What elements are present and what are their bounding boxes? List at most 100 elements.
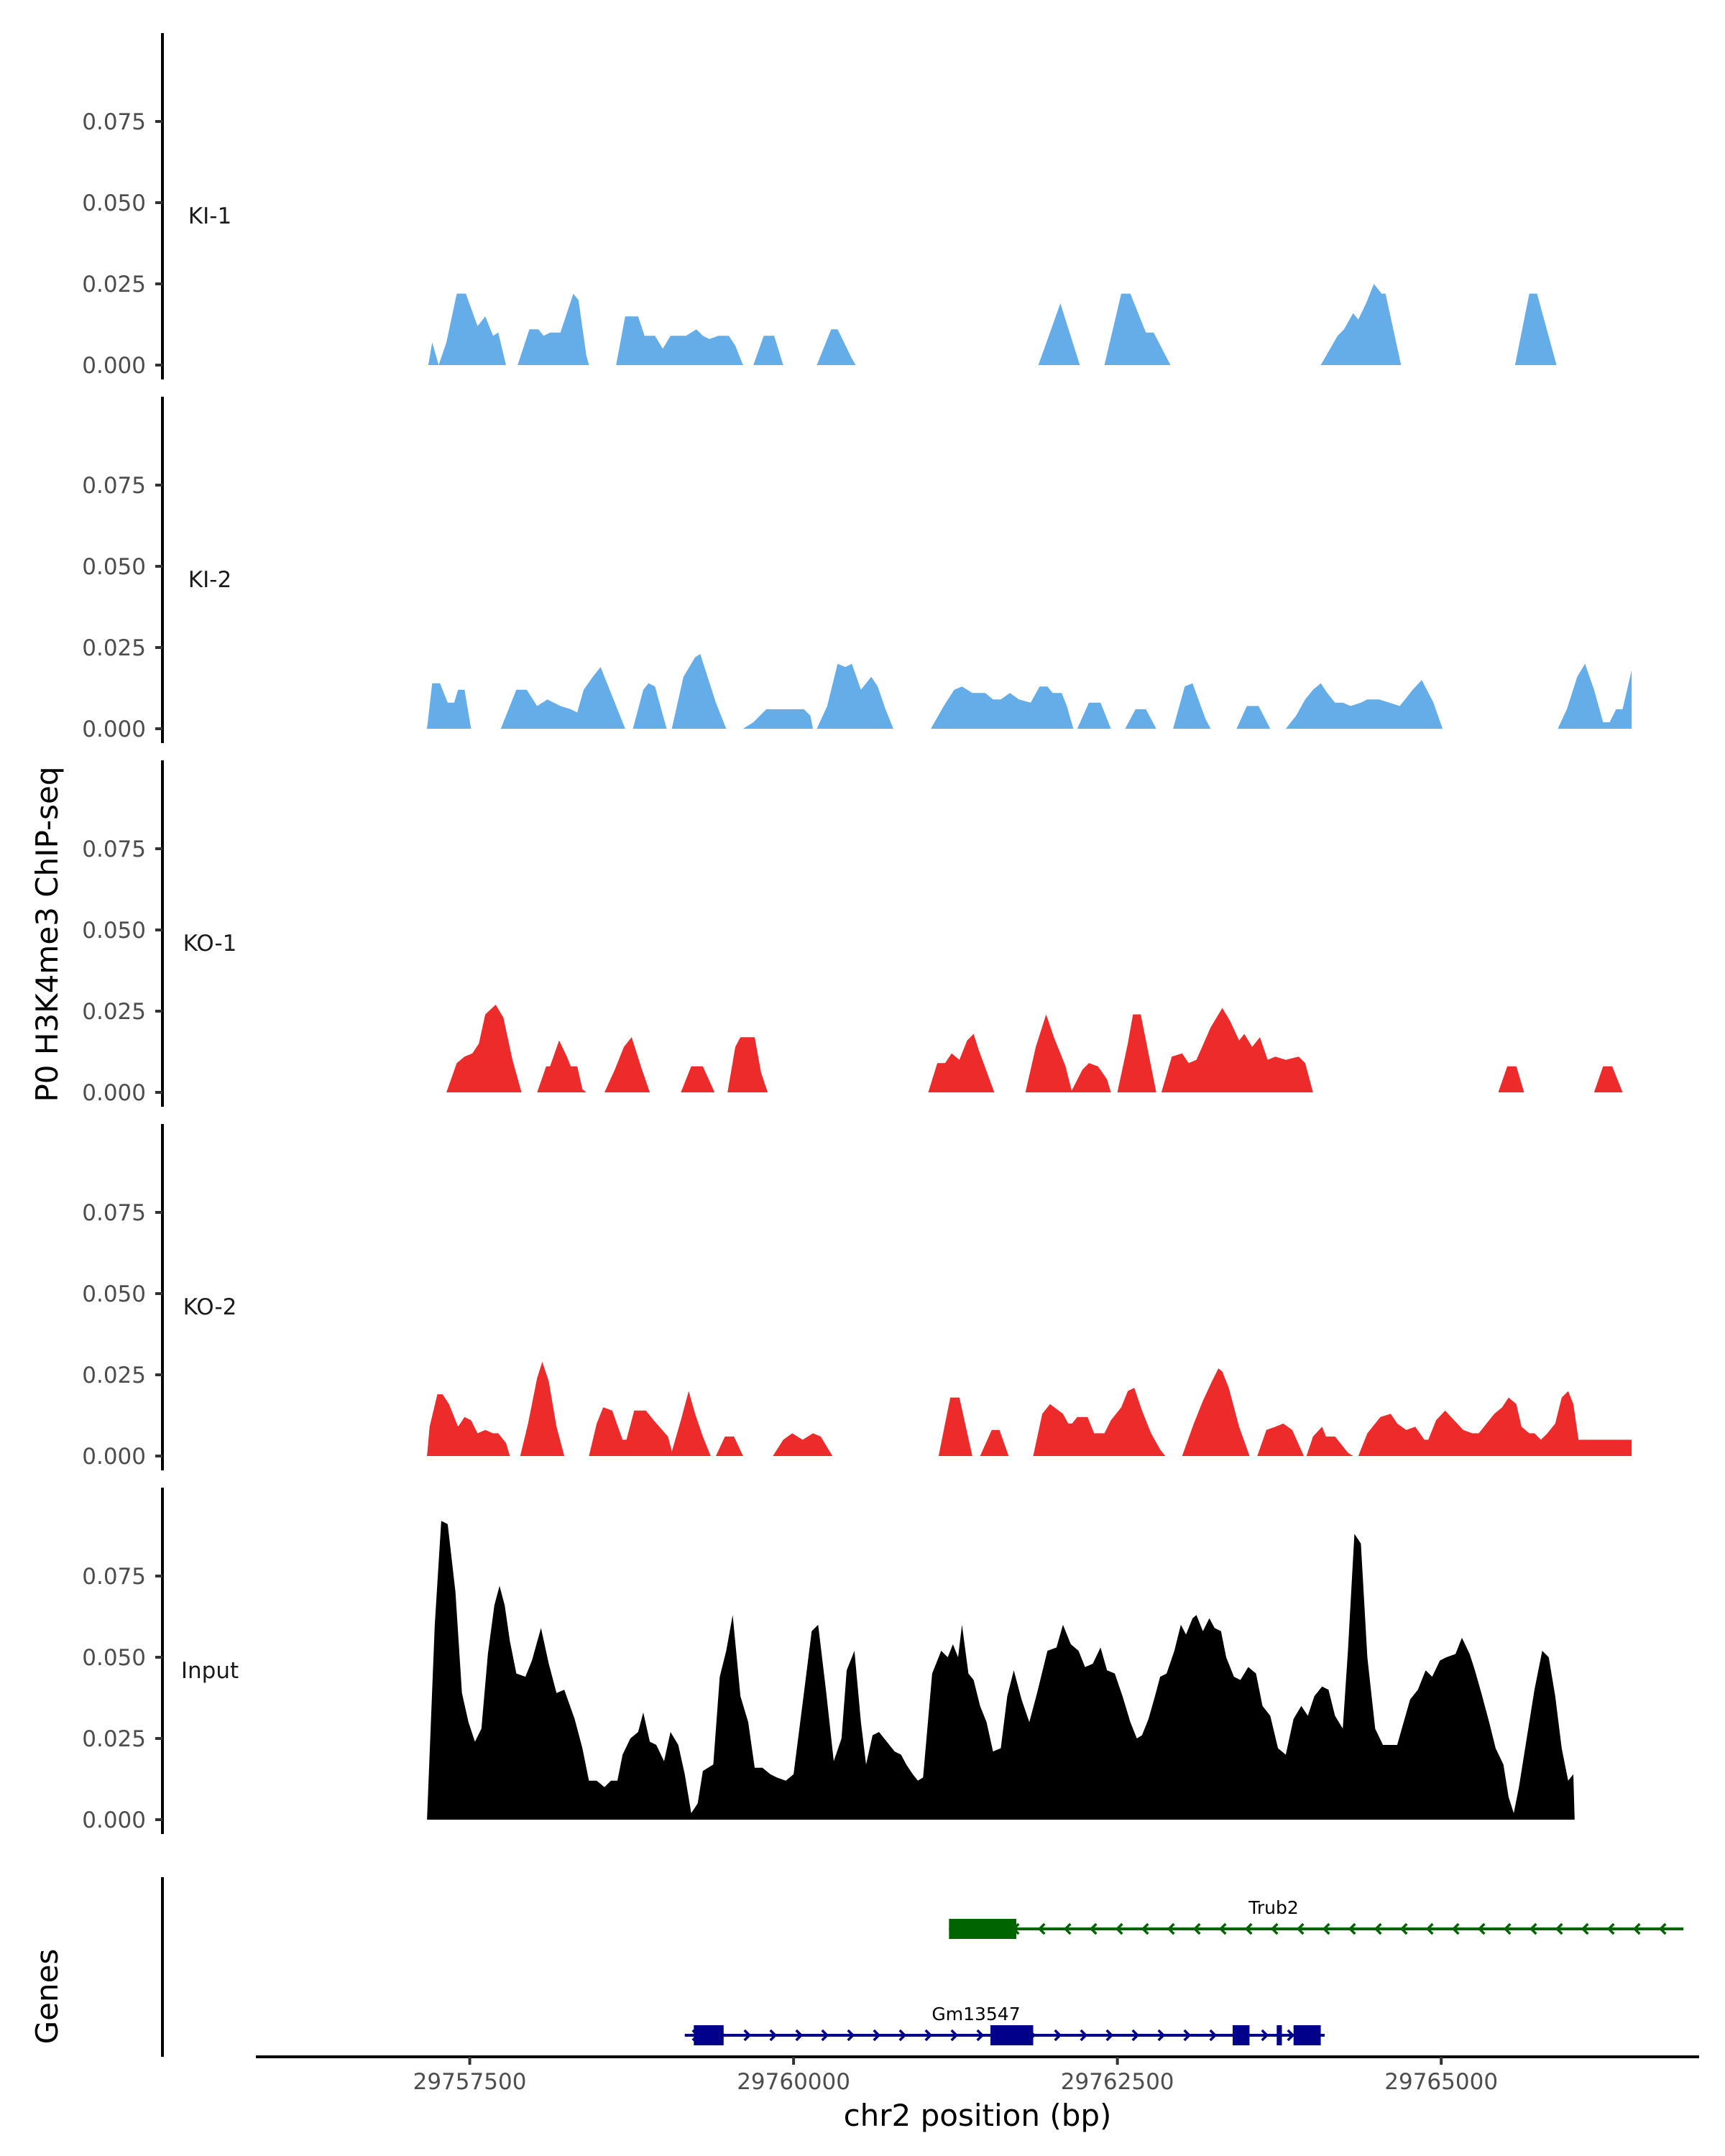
strand-chevron <box>847 2029 855 2042</box>
strand-chevron <box>1080 2029 1088 2042</box>
gene-trub2: Trub2 <box>949 1897 1684 1939</box>
y-tick-label: 0.075 <box>82 473 146 499</box>
exon <box>1276 2025 1282 2045</box>
y-tick-label: 0.025 <box>82 999 146 1025</box>
signal-peak <box>670 1391 711 1456</box>
signal-peak <box>753 336 783 365</box>
y-tick-label: 0.050 <box>82 918 146 944</box>
signal-peak <box>589 1407 673 1456</box>
signal-peak <box>1593 1066 1623 1092</box>
exon <box>1293 2025 1321 2045</box>
strand-chevron <box>1105 2029 1114 2042</box>
y-tick-label: 0.050 <box>82 1645 146 1671</box>
signal-peak <box>816 663 893 729</box>
strand-chevron <box>1296 1922 1305 1935</box>
strand-chevron <box>950 2029 959 2042</box>
exon <box>949 1919 1017 1939</box>
signal-peak <box>1182 1368 1250 1456</box>
track-ki-2: 0.000 0.025 0.050 0.075 KI-2 <box>82 397 1632 743</box>
y-tick-label: 0.050 <box>82 1281 146 1307</box>
y-tick-label: 0.025 <box>82 1363 146 1388</box>
signal-peak <box>1358 1391 1632 1456</box>
signal-peak <box>1117 1014 1156 1092</box>
signal-peak <box>928 1033 995 1092</box>
signal-peak <box>1285 680 1443 729</box>
strand-chevron <box>1374 1922 1382 1935</box>
signal-peak <box>1173 683 1211 729</box>
x-tick-label: 29760000 <box>737 2069 850 2095</box>
signal-peak <box>1320 284 1402 365</box>
signal-peak <box>427 683 472 729</box>
track-ko-1: 0.000 0.025 0.050 0.075 KO-1 <box>82 760 1623 1107</box>
signal-peak <box>446 1005 522 1092</box>
track-input: 0.000 0.025 0.050 0.075 Input <box>82 1488 1575 1834</box>
x-axis: 29757500 29760000 29762500 29765000 <box>256 2055 1699 2095</box>
signal-peak <box>1033 1388 1166 1456</box>
signal-peak <box>1236 706 1271 729</box>
strand-chevron <box>1632 1922 1641 1935</box>
strand-chevron <box>795 2029 804 2042</box>
signal-tracks: 0.0000.0250.0500.075KI-10.0000.0250.0500… <box>82 33 1632 1834</box>
signal-peak <box>632 683 667 729</box>
signal-peak <box>500 667 625 729</box>
signal-peak <box>742 709 814 729</box>
strand-chevron <box>743 2029 752 2042</box>
signal-peak <box>1104 293 1171 365</box>
strand-chevron <box>1261 2029 1269 2042</box>
x-axis-title: chr2 position (bp) <box>844 2098 1112 2133</box>
signal-peak <box>520 1361 565 1456</box>
strand-chevron <box>1131 2029 1140 2042</box>
y-tick-label: 0.000 <box>82 1807 146 1833</box>
signal-peak <box>1257 1423 1305 1456</box>
signal-peak <box>671 654 727 729</box>
y-tick-label: 0.025 <box>82 272 146 298</box>
strand-chevron <box>1115 1922 1123 1935</box>
track-label: KI-2 <box>188 567 231 593</box>
strand-chevron <box>1287 2029 1295 2042</box>
signal-peak <box>427 1394 510 1456</box>
track-ki-1: 0.000 0.025 0.050 0.075 KI-1 <box>82 33 1557 379</box>
signal-peak <box>1306 1427 1353 1456</box>
gene-label: Gm13547 <box>932 2004 1020 2024</box>
strand-chevron <box>1658 1922 1667 1935</box>
signal-peak <box>537 1040 586 1092</box>
strand-chevron <box>1503 1922 1512 1935</box>
y-tick-label: 0.075 <box>82 1564 146 1590</box>
exon <box>990 2025 1034 2045</box>
strand-chevron <box>1270 1922 1279 1935</box>
strand-chevron <box>976 2029 985 2042</box>
y-tick-label: 0.000 <box>82 1080 146 1106</box>
signal-peak <box>938 1397 972 1456</box>
strand-chevron <box>1399 1922 1408 1935</box>
strand-chevron <box>769 2029 778 2042</box>
track-label: KO-1 <box>183 931 237 957</box>
strand-chevron <box>1477 1922 1486 1935</box>
gene-gm13547: Gm13547 <box>684 2004 1325 2045</box>
signal-peak <box>727 1037 768 1092</box>
signal-peak <box>1161 1008 1313 1092</box>
strand-chevron <box>1089 1922 1098 1935</box>
y-tick-label: 0.025 <box>82 1726 146 1752</box>
y-tick-label: 0.075 <box>82 109 146 135</box>
strand-chevron <box>1167 1922 1175 1935</box>
strand-chevron <box>1183 2029 1192 2042</box>
x-tick-label: 29757500 <box>413 2069 527 2095</box>
x-tick-label: 29762500 <box>1061 2069 1174 2095</box>
strand-chevron <box>1192 1922 1201 1935</box>
exon <box>694 2025 724 2045</box>
signal-peak <box>716 1436 743 1456</box>
x-tick-label: 29765000 <box>1384 2069 1498 2095</box>
signal-peak <box>1070 1063 1111 1092</box>
y-tick-label: 0.075 <box>82 1200 146 1226</box>
strand-chevron <box>1425 1922 1434 1935</box>
track-label: KO-2 <box>183 1294 237 1320</box>
signal-peak <box>1077 702 1111 729</box>
strand-chevron <box>1581 1922 1589 1935</box>
signal-peak <box>428 293 506 365</box>
strand-chevron <box>1157 2029 1166 2042</box>
track-label: Input <box>181 1658 239 1684</box>
signal-peak <box>1514 293 1557 365</box>
strand-chevron <box>1451 1922 1460 1935</box>
y-tick-label: 0.025 <box>82 635 146 661</box>
genes-panel-title: Genes <box>29 1949 65 2045</box>
